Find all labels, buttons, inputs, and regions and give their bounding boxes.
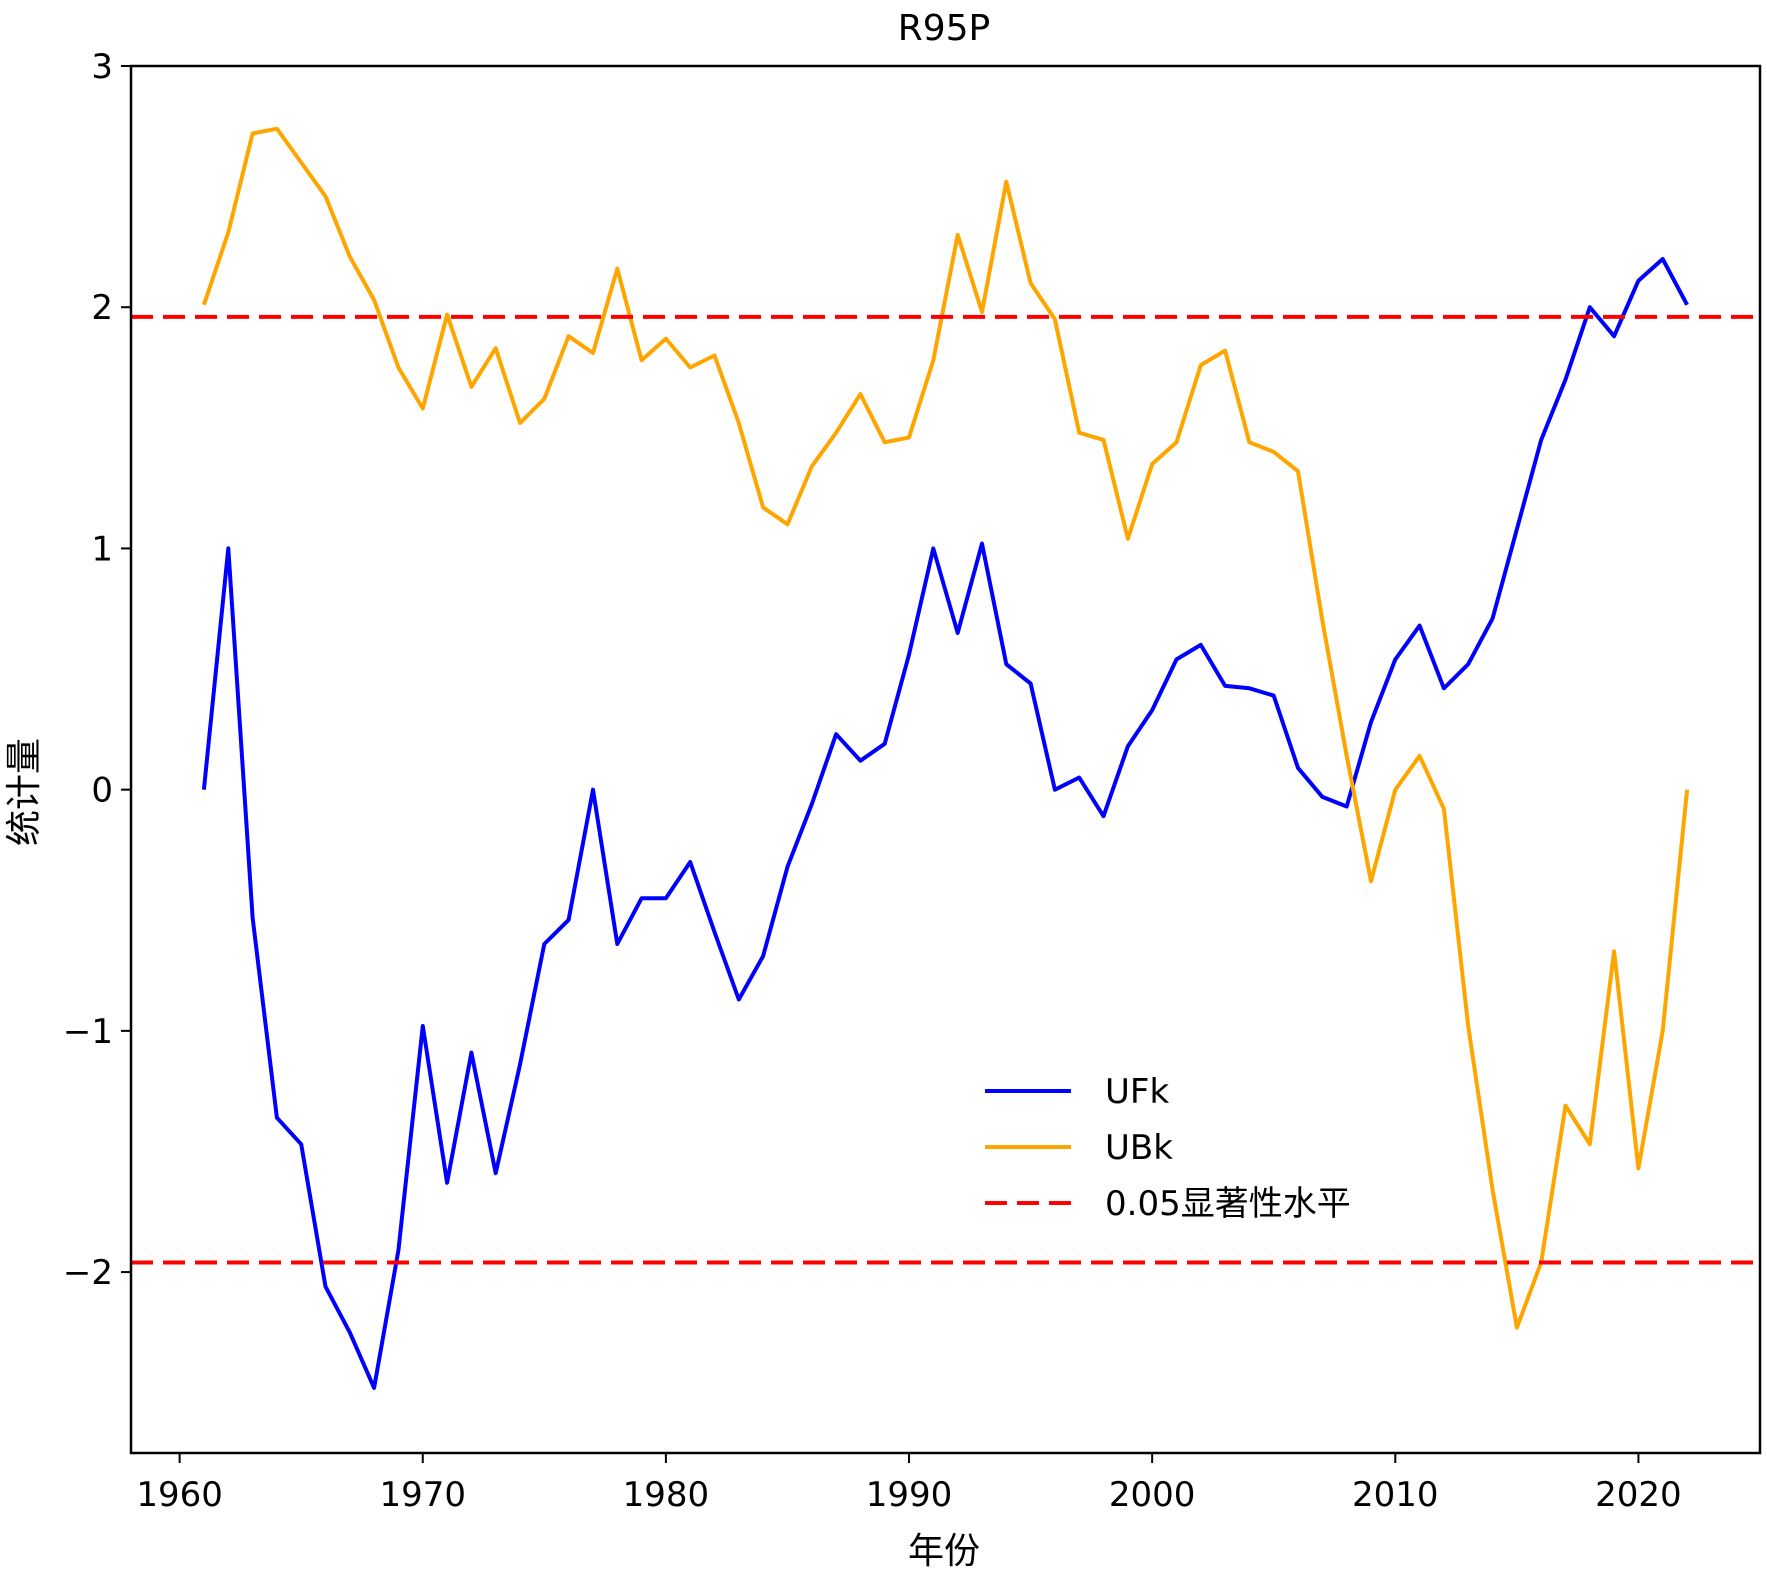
y-tick-label: 2 xyxy=(91,288,113,328)
y-axis-label: 统计量 xyxy=(4,738,45,846)
chart-title: R95P xyxy=(898,8,991,49)
plot-area xyxy=(131,126,1760,1390)
x-tick-label: 1980 xyxy=(623,1475,710,1515)
series-line-ufk xyxy=(201,257,1689,1390)
x-tick-label: 1970 xyxy=(379,1475,466,1515)
y-tick-label: −1 xyxy=(63,1012,113,1052)
x-tick-label: 2020 xyxy=(1595,1475,1682,1515)
x-tick-label: 2010 xyxy=(1352,1475,1439,1515)
x-axis: 1960 1970 1980 1990 2000 2010 2020 xyxy=(136,1453,1682,1515)
legend-label: 0.05显著性水平 xyxy=(1105,1184,1351,1224)
x-tick-label: 2000 xyxy=(1109,1475,1196,1515)
legend-label: UBk xyxy=(1105,1128,1173,1168)
x-axis-label: 年份 xyxy=(908,1531,980,1572)
legend-label: UFk xyxy=(1105,1072,1169,1112)
series-line-ubk xyxy=(202,126,1690,1330)
plot-frame xyxy=(129,64,1762,1455)
y-tick-label: 3 xyxy=(91,47,113,87)
y-tick-label: 0 xyxy=(91,771,113,811)
x-tick-label: 1960 xyxy=(136,1475,223,1515)
legend: UFk UBk 0.05显著性水平 xyxy=(985,1072,1351,1224)
y-axis: −2 −1 0 1 2 3 xyxy=(63,47,131,1293)
y-tick-label: −2 xyxy=(63,1253,113,1293)
y-tick-label: 1 xyxy=(91,529,113,569)
x-tick-label: 1990 xyxy=(866,1475,953,1515)
